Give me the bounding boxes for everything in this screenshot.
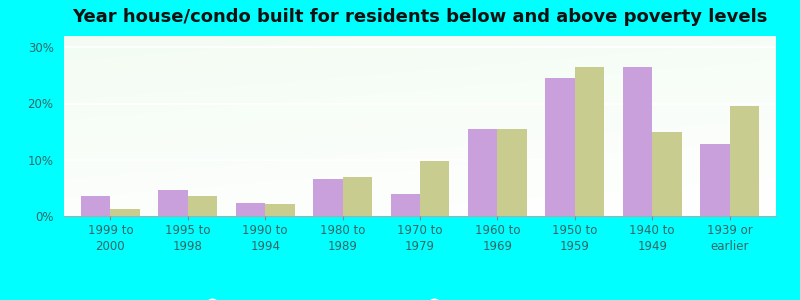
Title: Year house/condo built for residents below and above poverty levels: Year house/condo built for residents bel… bbox=[72, 8, 768, 26]
Bar bbox=[342, 177, 372, 216]
Bar bbox=[390, 194, 420, 216]
Bar bbox=[468, 129, 498, 216]
Bar bbox=[700, 144, 730, 216]
Bar bbox=[622, 67, 652, 216]
Bar bbox=[574, 67, 604, 216]
Bar bbox=[188, 196, 218, 216]
Bar bbox=[236, 203, 266, 216]
Bar bbox=[266, 204, 294, 216]
Bar bbox=[420, 161, 450, 216]
Legend: Owners below poverty level, Owners above poverty level: Owners below poverty level, Owners above… bbox=[202, 296, 638, 300]
Bar bbox=[498, 129, 527, 216]
Bar bbox=[81, 196, 110, 216]
Bar bbox=[158, 190, 188, 216]
Bar bbox=[110, 209, 140, 216]
Bar bbox=[546, 78, 574, 216]
Bar bbox=[730, 106, 759, 216]
Bar bbox=[314, 179, 342, 216]
Bar bbox=[652, 132, 682, 216]
